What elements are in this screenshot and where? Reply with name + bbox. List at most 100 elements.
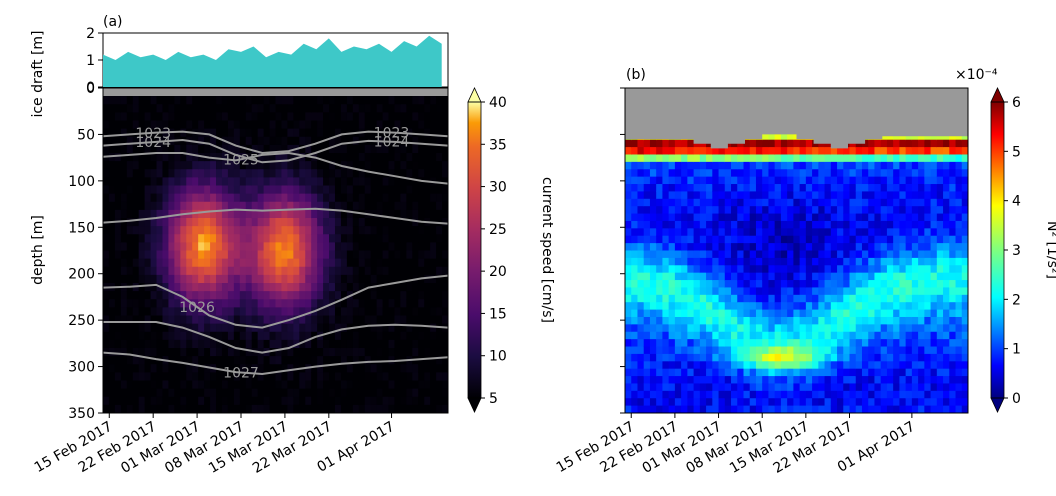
n2-cell <box>868 353 876 362</box>
n2-cell <box>924 161 932 170</box>
n2-cell <box>743 331 751 340</box>
speed-cell <box>352 169 360 178</box>
n2-cell <box>905 250 913 259</box>
speed-cell <box>210 104 217 113</box>
n2-cell <box>681 324 688 333</box>
speed-cell <box>436 169 443 178</box>
n2-cell <box>799 139 807 148</box>
speed-cell <box>406 323 413 333</box>
speed-cell <box>103 291 110 300</box>
speed-cell <box>311 96 318 105</box>
n2-cell <box>924 287 932 296</box>
speed-cell <box>210 201 217 211</box>
speed-cell <box>198 388 205 398</box>
n2-cell <box>905 294 913 303</box>
speed-cell <box>198 404 205 413</box>
speed-cell <box>412 404 419 413</box>
speed-cell <box>114 242 122 252</box>
speed-cell <box>346 364 354 373</box>
speed-cell <box>108 258 116 268</box>
speed-cell <box>251 396 259 406</box>
n2-cell <box>824 361 832 370</box>
n2-cell <box>768 361 776 370</box>
speed-cell <box>442 136 448 146</box>
n2-cell <box>749 280 757 289</box>
speed-cell <box>233 283 241 292</box>
n2-cell <box>724 353 732 362</box>
n2-cell <box>762 228 770 237</box>
speed-cell <box>305 128 312 138</box>
speed-cell <box>245 234 253 243</box>
speed-cell <box>186 144 193 154</box>
n2-cell <box>625 383 632 392</box>
speed-cell <box>126 291 134 300</box>
speed-cell <box>126 404 134 413</box>
speed-cell <box>293 169 300 178</box>
n2-cb-tick-label: 1 <box>1012 342 1021 358</box>
speed-cell <box>120 193 128 203</box>
n2-cell <box>774 346 782 355</box>
speed-cell <box>162 193 170 203</box>
n2-cell <box>943 390 950 399</box>
n2-cell <box>943 257 950 266</box>
speed-cell <box>370 307 378 317</box>
speed-cell <box>150 169 158 178</box>
speed-cell <box>329 185 336 195</box>
speed-cell <box>103 144 110 154</box>
n2-cell <box>787 220 794 229</box>
n2-cell <box>787 176 794 185</box>
speed-cell <box>150 291 158 300</box>
n2-cb-tick-label: 4 <box>1012 194 1021 210</box>
speed-cell <box>281 209 288 219</box>
n2-cell <box>812 309 819 318</box>
n2-cell <box>762 235 770 244</box>
speed-cell <box>210 372 217 382</box>
n2-cell <box>949 368 957 377</box>
n2-cell <box>899 383 907 392</box>
speed-cell <box>156 404 164 413</box>
speed-cell <box>281 177 288 187</box>
n2-cell <box>843 324 851 333</box>
n2-cell <box>924 376 932 385</box>
speed-cell <box>221 396 229 406</box>
n2-cell <box>743 280 751 289</box>
speed-cell <box>132 388 140 398</box>
n2-cell <box>780 309 788 318</box>
n2-cell <box>830 250 838 259</box>
speed-cell <box>340 201 348 211</box>
n2-cell <box>724 220 732 229</box>
speed-cell <box>329 104 336 113</box>
speed-cell <box>168 250 175 260</box>
speed-cell <box>198 250 205 260</box>
n2-cell <box>886 147 894 156</box>
speed-cell <box>132 315 140 325</box>
speed-cell <box>210 380 217 390</box>
speed-cell <box>108 226 116 235</box>
speed-cell <box>334 258 342 268</box>
speed-cell <box>406 161 413 170</box>
n2-cell <box>936 169 944 178</box>
speed-cell <box>198 299 205 308</box>
speed-cell <box>400 339 407 349</box>
n2-cell <box>656 398 664 407</box>
speed-cell <box>424 274 431 284</box>
speed-cell <box>221 112 229 122</box>
n2-cell <box>905 390 913 399</box>
n2-cell <box>799 272 807 281</box>
n2-cell <box>868 198 876 207</box>
speed-cell <box>227 404 235 413</box>
n2-cell <box>749 265 757 274</box>
speed-cell <box>370 339 378 349</box>
speed-cell <box>317 307 324 317</box>
n2-cell <box>886 316 894 325</box>
speed-cell <box>388 226 396 235</box>
speed-cell <box>120 372 128 382</box>
speed-cell <box>162 201 170 211</box>
speed-cell <box>210 348 217 357</box>
n2-cell <box>893 383 900 392</box>
speed-cell <box>168 144 175 154</box>
n2-cell <box>731 376 738 385</box>
n2-cell <box>868 250 876 259</box>
speed-cell <box>299 356 306 365</box>
speed-cell <box>216 226 223 235</box>
